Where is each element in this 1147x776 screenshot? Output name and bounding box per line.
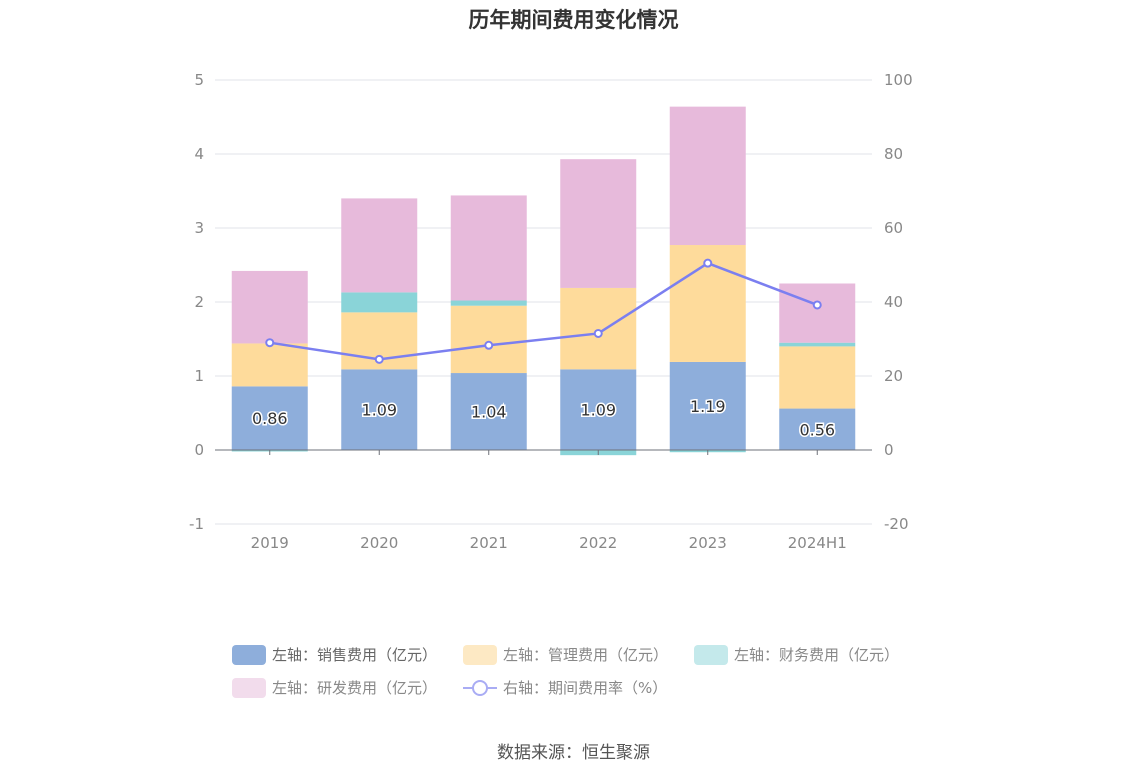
bar-segment	[669, 361, 746, 450]
legend-swatch-finance	[694, 644, 729, 665]
legend-swatch-rate	[463, 679, 498, 696]
bar-segment	[231, 343, 308, 387]
legend-item-rate[interactable]: 右轴：期间费用率（%）	[463, 677, 667, 698]
y-left-tick-label: 4	[194, 145, 204, 163]
rate-point	[484, 340, 494, 350]
bar-data-label: 1.04	[471, 403, 507, 422]
legend-item-admin[interactable]: 左轴：管理费用（亿元）	[463, 644, 668, 665]
y-left-tick-label: 3	[194, 219, 204, 237]
bar-data-label: 1.09	[580, 401, 616, 420]
bar-segment	[669, 106, 746, 246]
bar-data-label: 1.09	[361, 401, 397, 420]
legend-item-rnd[interactable]: 左轴：研发费用（亿元）	[232, 677, 437, 698]
legend-swatch-rnd	[232, 677, 266, 698]
legend-label-rate: 右轴：期间费用率（%）	[503, 679, 668, 697]
bar-segment	[450, 305, 527, 374]
y-right-tick-label: 60	[884, 219, 903, 237]
x-tick-label: 2023	[689, 534, 727, 552]
bar-segment	[231, 386, 308, 450]
y-right-tick-label: 0	[884, 441, 894, 459]
legend-swatch-admin	[463, 644, 498, 665]
y-right-tick-label: 20	[884, 367, 903, 385]
bar-segment	[779, 342, 856, 347]
rate-point	[593, 328, 603, 338]
y-right-tick-label: 80	[884, 145, 903, 163]
x-tick-label: 2020	[360, 534, 398, 552]
bar-segment	[341, 292, 418, 313]
x-tick-label: 2024H1	[788, 534, 847, 552]
data-source: 数据来源：恒生聚源	[497, 743, 650, 763]
legend-label-finance: 左轴：财务费用（亿元）	[734, 646, 900, 664]
chart-title: 历年期间费用变化情况	[468, 8, 679, 32]
x-tick-label: 2019	[251, 534, 289, 552]
legend-label-rnd: 左轴：研发费用（亿元）	[272, 679, 438, 697]
chart-legend: 左轴：销售费用（亿元） 左轴：管理费用（亿元） 左轴：财务费用（亿元） 左轴：研…	[232, 638, 952, 704]
x-tick-label: 2021	[470, 534, 508, 552]
bar-segment	[341, 369, 418, 450]
bar-segment	[231, 270, 308, 344]
bar-data-label: 0.56	[799, 420, 835, 439]
legend-label-sales: 左轴：销售费用（亿元）	[272, 646, 438, 664]
bar-segment	[779, 408, 856, 450]
bar-segment	[560, 159, 637, 288]
y-right-tick-label: -20	[884, 515, 909, 533]
bar-data-label: 1.19	[690, 397, 726, 416]
y-left-tick-label: 5	[194, 71, 204, 89]
y-left-tick-label: 1	[194, 367, 204, 385]
legend-swatch-sales	[232, 644, 266, 665]
x-tick-label: 2022	[579, 534, 617, 552]
bar-segment	[450, 300, 527, 306]
legend-item-finance[interactable]: 左轴：财务费用（亿元）	[694, 644, 899, 665]
bar-segment	[560, 369, 637, 450]
rate-point	[265, 338, 275, 348]
bar-segment	[450, 195, 527, 301]
bar-segment	[779, 346, 856, 409]
rate-point	[703, 258, 713, 268]
bar-segment	[341, 198, 418, 293]
expense-chart: -1 0 1 2 3 4 5 -20 0 20 40 60 80 100 0.86 1.09 1.04 1.09 1…	[189, 71, 913, 552]
rate-point	[374, 354, 384, 364]
y-left-tick-label: 2	[194, 293, 204, 311]
y-right-tick-label: 100	[884, 71, 913, 89]
bar-segment	[779, 283, 856, 343]
legend-item-sales[interactable]: 左轴：销售费用（亿元）	[232, 644, 437, 665]
legend-label-admin: 左轴：管理费用（亿元）	[503, 646, 669, 664]
bar-data-label: 0.86	[252, 409, 288, 428]
y-left-tick-label: -1	[189, 515, 204, 533]
rate-line	[269, 261, 818, 361]
bar-segment	[450, 373, 527, 450]
y-left-tick-label: 0	[194, 441, 204, 459]
bar-segment	[560, 287, 637, 370]
y-right-tick-label: 40	[884, 293, 903, 311]
rate-point	[812, 300, 822, 310]
